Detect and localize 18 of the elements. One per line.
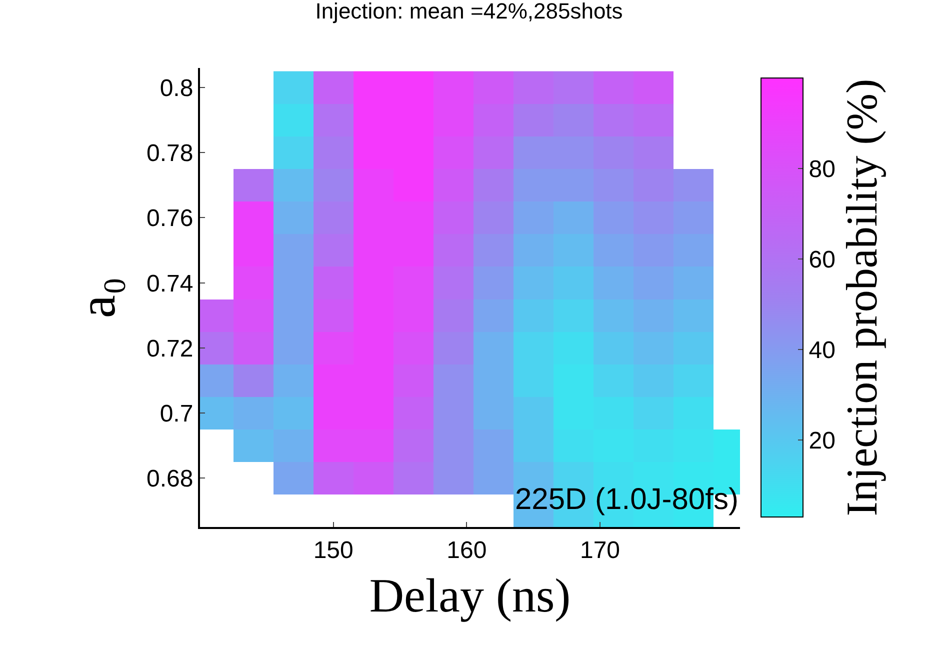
y-tick-label: 0.8 xyxy=(160,74,194,102)
y-tick-label: 0.78 xyxy=(146,140,194,168)
y-tick-label: 0.7 xyxy=(160,400,194,428)
y-tick-label: 0.68 xyxy=(146,466,194,493)
color-bar-label: 20 xyxy=(808,427,836,454)
x-tick-label: 170 xyxy=(580,536,620,564)
color-bar-label: 80 xyxy=(808,156,836,183)
color-bar-label: 40 xyxy=(808,336,836,364)
chart-title: Injection: mean =42%,285shots xyxy=(315,0,623,24)
y-tick-label: 0.72 xyxy=(146,335,194,362)
x-tick-label: 150 xyxy=(313,536,354,564)
y-axis-title: a₀ xyxy=(69,276,126,318)
y-tick-label: 0.76 xyxy=(146,205,194,232)
x-axis-title: Delay (ns) xyxy=(369,569,571,622)
color-bar-label: 60 xyxy=(808,246,836,274)
y-tick-label: 0.74 xyxy=(146,270,194,298)
color-bar-title: Injection probability (%) xyxy=(838,78,887,516)
x-tick-label: 160 xyxy=(446,536,487,564)
